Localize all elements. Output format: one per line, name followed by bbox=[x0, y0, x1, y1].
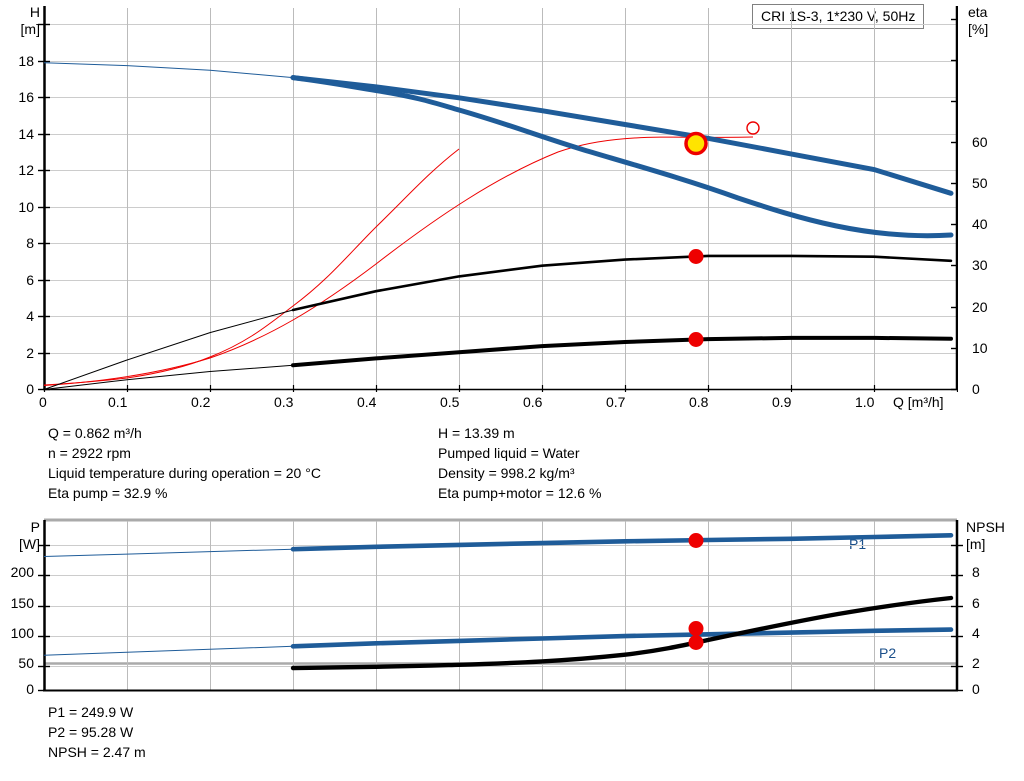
top-x-tick-0-3: 0.3 bbox=[274, 394, 294, 410]
p1-series-label: P1 bbox=[849, 536, 867, 552]
top-y2-tick-0: 0 bbox=[972, 381, 980, 397]
bottom-y-tick-150: 150 bbox=[10, 595, 34, 611]
bottom-chart-right-axis-title: NPSH [m] bbox=[966, 519, 1005, 552]
top-chart-vertical-gridlines bbox=[127, 8, 875, 389]
top-info-column-1: Q = 0.862 m³/h n = 2922 rpm Liquid tempe… bbox=[48, 423, 438, 503]
eta-pump-operating-marker bbox=[688, 249, 704, 264]
top-chart-right-axis-title: eta [%] bbox=[968, 4, 989, 37]
info-density: Density = 998.2 kg/m³ bbox=[438, 465, 575, 481]
info-npsh: NPSH = 2.47 m bbox=[48, 744, 146, 760]
info-eta-pump-motor: Eta pump+motor = 12.6 % bbox=[438, 485, 602, 501]
top-x-tick-0-6: 0.6 bbox=[523, 394, 543, 410]
top-x-tick-0-1: 0.1 bbox=[108, 394, 128, 410]
top-y-tick-4: 4 bbox=[26, 308, 34, 324]
bottom-y2-tick-4: 4 bbox=[972, 625, 980, 641]
info-p1: P1 = 249.9 W bbox=[48, 704, 134, 720]
top-y2-tick-20: 20 bbox=[972, 299, 988, 315]
bottom-chart-plot bbox=[38, 518, 963, 692]
top-x-tick-0-5: 0.5 bbox=[440, 394, 460, 410]
bottom-y-tick-50: 50 bbox=[18, 655, 34, 671]
top-y-tick-6: 6 bbox=[26, 272, 34, 288]
head-curve-thin bbox=[43, 62, 952, 194]
top-y-tick-0: 0 bbox=[26, 381, 34, 397]
top-x-tick-0-7: 0.7 bbox=[606, 394, 626, 410]
npsh-curve bbox=[290, 595, 954, 671]
top-x-tick-0-9: 0.9 bbox=[772, 394, 792, 410]
bottom-y-tick-100: 100 bbox=[10, 625, 34, 641]
top-y-tick-12: 12 bbox=[18, 162, 34, 178]
top-chart-panel: H [m] eta [%] CRI 1S-3, 1*230 V, 50Hz 0 … bbox=[18, 4, 989, 410]
bottom-chart-horizontal-gridlines bbox=[44, 545, 957, 667]
info-pumped-liquid: Pumped liquid = Water bbox=[438, 445, 580, 461]
eta-pump-motor-operating-marker bbox=[688, 332, 704, 347]
bottom-y-tick-0: 0 bbox=[26, 681, 34, 697]
p2-series-label: P2 bbox=[879, 645, 897, 661]
bottom-y2-tick-6: 6 bbox=[972, 595, 980, 611]
top-x-tick-0-2: 0.2 bbox=[191, 394, 211, 410]
npsh-curve-thin-upper bbox=[43, 136, 754, 386]
eta-pump-curve bbox=[291, 254, 953, 312]
bottom-y2-tick-8: 8 bbox=[972, 564, 980, 580]
top-chart-horizontal-gridlines bbox=[44, 24, 957, 390]
bottom-y2-tick-2: 2 bbox=[972, 655, 980, 671]
npsh-operating-marker bbox=[688, 621, 704, 636]
p1-curve bbox=[290, 533, 954, 552]
top-y2-tick-30: 30 bbox=[972, 257, 988, 273]
top-y2-tick-60: 60 bbox=[972, 134, 988, 150]
p1-operating-marker bbox=[688, 533, 704, 548]
top-y-tick-8: 8 bbox=[26, 235, 34, 251]
p2-curve bbox=[290, 627, 954, 649]
bottom-chart-panel: P [W] NPSH [m] 200 150 100 50 0 8 6 4 2 … bbox=[0, 515, 1024, 700]
top-y2-tick-10: 10 bbox=[972, 340, 988, 356]
info-speed: n = 2922 rpm bbox=[48, 445, 131, 461]
npsh-curve-thin bbox=[43, 148, 460, 386]
top-info-block: Q = 0.862 m³/h n = 2922 rpm Liquid tempe… bbox=[48, 423, 988, 503]
top-x-tick-1-0: 1.0 bbox=[855, 394, 875, 410]
info-liquid-temperature: Liquid temperature during operation = 20… bbox=[48, 465, 321, 481]
top-x-tick-0-4: 0.4 bbox=[357, 394, 377, 410]
bottom-chart-right-ticks bbox=[951, 544, 963, 692]
top-x-tick-0-8: 0.8 bbox=[689, 394, 709, 410]
eta-pump-motor-curve-thin bbox=[43, 337, 952, 390]
info-head: H = 13.39 m bbox=[438, 425, 515, 441]
info-eta-pump: Eta pump = 32.9 % bbox=[48, 485, 168, 501]
duty-point-marker bbox=[684, 131, 708, 156]
top-chart-left-axis-title: H [m] bbox=[20, 4, 40, 37]
top-y-tick-18: 18 bbox=[18, 53, 34, 69]
top-y-tick-2: 2 bbox=[26, 345, 34, 361]
info-p2: P2 = 95.28 W bbox=[48, 724, 134, 740]
top-y-tick-14: 14 bbox=[18, 126, 34, 142]
bottom-chart-left-ticks bbox=[38, 544, 50, 692]
npsh-open-marker bbox=[746, 121, 760, 135]
info-flow-rate: Q = 0.862 m³/h bbox=[48, 425, 142, 441]
top-x-tick-0: 0 bbox=[39, 394, 47, 410]
top-y-tick-10: 10 bbox=[18, 199, 34, 215]
eta-pump-motor-curve bbox=[291, 335, 953, 368]
p2-operating-marker bbox=[688, 635, 704, 650]
bottom-y-tick-200: 200 bbox=[10, 564, 34, 580]
top-y2-tick-50: 50 bbox=[972, 175, 988, 191]
bottom-info-block: P1 = 249.9 W P2 = 95.28 W NPSH = 2.47 m bbox=[48, 702, 548, 762]
eta-pump-curve-thin bbox=[43, 255, 952, 390]
head-curve-thick bbox=[290, 75, 954, 196]
bottom-chart-left-axis-title: P [W] bbox=[19, 519, 40, 552]
top-y2-tick-40: 40 bbox=[972, 216, 988, 232]
top-chart-x-axis-title: Q [m³/h] bbox=[893, 394, 944, 410]
head-curve bbox=[290, 75, 954, 239]
top-y-tick-16: 16 bbox=[18, 89, 34, 105]
bottom-y2-tick-0: 0 bbox=[972, 681, 980, 697]
top-chart-right-ticks bbox=[951, 18, 958, 391]
top-info-column-2: H = 13.39 m Pumped liquid = Water Densit… bbox=[438, 423, 858, 503]
top-chart-plot bbox=[38, 6, 958, 392]
top-chart-x-ticks bbox=[43, 385, 958, 392]
